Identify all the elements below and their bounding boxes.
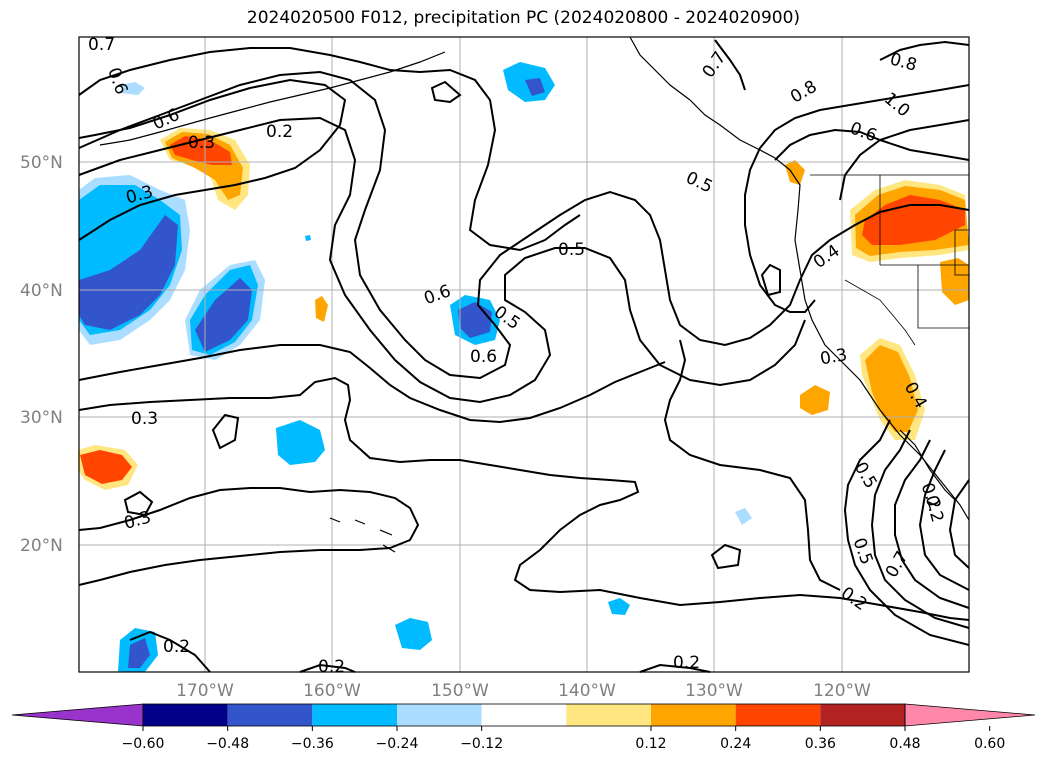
contour-lines bbox=[78, 39, 970, 673]
lon-label: 120°W bbox=[813, 681, 871, 701]
colorbar-swatch bbox=[227, 704, 313, 726]
colorbar-swatch bbox=[481, 704, 567, 726]
colorbar-frame bbox=[142, 703, 906, 727]
colorbar-swatch bbox=[566, 704, 651, 726]
contour-label: 0.7 bbox=[88, 35, 115, 55]
colorbar-swatch bbox=[735, 704, 821, 726]
map-panel bbox=[78, 36, 970, 673]
lat-label: 50°N bbox=[20, 153, 63, 173]
colorbar-swatch bbox=[397, 704, 482, 726]
colorbar-ticks: −0.60 −0.48 −0.36 −0.24 −0.12 0.12 0.24 0.36 0.4… bbox=[122, 726, 1005, 752]
colorbar-tick-label: 0.12 bbox=[635, 736, 666, 752]
colorbar-swatch bbox=[312, 704, 397, 726]
colorbar-tick-label: −0.12 bbox=[460, 736, 503, 752]
colorbar-tick-label: 0.60 bbox=[974, 736, 1005, 752]
lon-label: 130°W bbox=[685, 681, 743, 701]
lon-label: 160°W bbox=[303, 681, 361, 701]
coastlines bbox=[99, 36, 970, 553]
lat-label: 20°N bbox=[20, 536, 63, 556]
contour-label: 0.2 bbox=[318, 657, 345, 677]
colorbar-tick-label: 0.36 bbox=[805, 736, 836, 752]
contour-labels: 0.7 0.6 0.6 0.3 0.2 0.3 0.5 0.6 0.5 0.6 … bbox=[88, 35, 947, 677]
colorbar-tick-label: 0.48 bbox=[889, 736, 920, 752]
colorbar-tick-label: −0.48 bbox=[206, 736, 249, 752]
colorbar-swatch bbox=[143, 704, 228, 726]
lon-label: 150°W bbox=[431, 681, 489, 701]
colorbar-tick-label: 0.24 bbox=[720, 736, 751, 752]
contour-label: 0.2 bbox=[266, 122, 293, 142]
lon-label: 140°W bbox=[558, 681, 616, 701]
longitude-labels: 170°W 160°W 150°W 140°W 130°W 120°W bbox=[176, 681, 871, 701]
latitude-labels: 50°N 40°N 30°N 20°N bbox=[20, 153, 63, 556]
colorbar-tick-label: −0.36 bbox=[291, 736, 334, 752]
contour-label: 0.6 bbox=[470, 347, 497, 367]
contour-label: 0.3 bbox=[188, 133, 215, 153]
contour-label: 0.2 bbox=[673, 653, 700, 673]
colorbar-tick-label: −0.24 bbox=[376, 736, 419, 752]
contour-label: 0.5 bbox=[558, 240, 585, 260]
colorbar-extend-low bbox=[11, 703, 144, 727]
contour-label: 0.3 bbox=[131, 409, 158, 429]
colorbar-tick-label: −0.60 bbox=[122, 736, 165, 752]
contour-label: 0.3 bbox=[819, 345, 849, 369]
contour-label: 0.2 bbox=[163, 637, 190, 657]
graticule bbox=[79, 37, 969, 672]
colorbar-extend-high bbox=[904, 703, 1036, 727]
map-frame bbox=[78, 36, 970, 673]
map-title: 2024020500 F012, precipitation PC (20240… bbox=[246, 8, 801, 28]
lon-label: 170°W bbox=[176, 681, 234, 701]
lat-label: 40°N bbox=[20, 281, 63, 301]
colorbar-swatch bbox=[651, 704, 736, 726]
colorbar: −0.60 −0.48 −0.36 −0.24 −0.12 0.12 0.24 0.36 0.4… bbox=[11, 703, 1036, 752]
colorbar-swatches bbox=[11, 703, 1036, 727]
lat-label: 30°N bbox=[20, 408, 63, 428]
colorbar-swatch bbox=[820, 704, 905, 726]
